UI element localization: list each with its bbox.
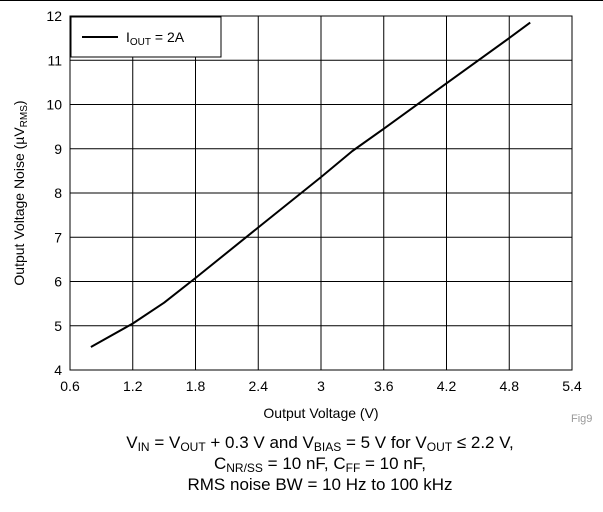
y-tick-label: 4 — [54, 362, 62, 378]
y-tick-label: 7 — [54, 229, 62, 245]
y-tick-label: 10 — [46, 97, 62, 113]
y-axis-ticks: 4 5 6 7 8 9 10 11 12 — [46, 8, 62, 378]
x-tick-label: 2.4 — [249, 378, 269, 394]
x-tick-label: 1.2 — [123, 378, 143, 394]
x-tick-label: 3 — [317, 378, 325, 394]
y-tick-label: 6 — [54, 274, 62, 290]
x-axis-label: Output Voltage (V) — [263, 405, 378, 421]
plot-frame — [69, 15, 573, 371]
x-tick-label: 3.6 — [374, 378, 394, 394]
y-tick-label: 8 — [54, 185, 62, 201]
caption-line-1: VIN = VOUT + 0.3 V and VBIAS = 5 V for V… — [126, 433, 514, 454]
series-group — [90, 21, 531, 348]
caption-line-2: CNR/SS = 10 nF, CFF = 10 nF, — [213, 454, 426, 475]
x-tick-label: 1.8 — [186, 378, 206, 394]
top-rule — [0, 0, 603, 1]
y-tick-label: 9 — [54, 141, 62, 157]
y-axis-label: Output Voltage Noise (µVRMS) — [11, 100, 30, 285]
line-chart: 0.6 1.2 1.8 2.4 3 3.6 4.2 4.8 5.4 4 5 6 7 8 9 10 11 12 I… — [11, 8, 582, 421]
series-line — [90, 21, 531, 348]
legend-label: IOUT = 2A — [126, 29, 185, 48]
figure-tag: Fig9 — [571, 413, 593, 425]
grid — [69, 15, 573, 371]
x-tick-label: 5.4 — [562, 378, 582, 394]
y-tick-label: 5 — [54, 318, 62, 334]
x-tick-label: 0.6 — [60, 378, 80, 394]
x-tick-label: 4.8 — [500, 378, 520, 394]
y-tick-label: 12 — [46, 8, 62, 24]
legend: IOUT = 2A — [70, 16, 222, 58]
x-tick-label: 4.2 — [437, 378, 457, 394]
caption-line-3: RMS noise BW = 10 Hz to 100 kHz — [187, 475, 453, 494]
caption: VIN = VOUT + 0.3 V and VBIAS = 5 V for V… — [0, 432, 603, 495]
y-tick-label: 11 — [47, 52, 62, 68]
x-axis-ticks: 0.6 1.2 1.8 2.4 3 3.6 4.2 4.8 5.4 — [60, 378, 582, 394]
